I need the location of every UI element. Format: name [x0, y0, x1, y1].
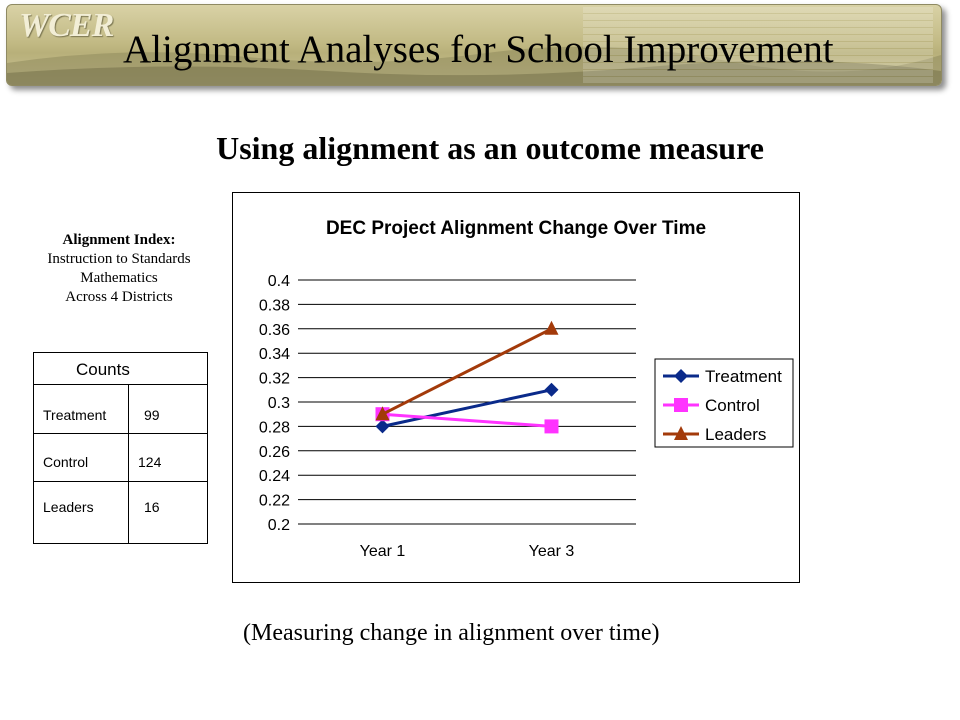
table-divider: [34, 481, 207, 482]
table-column-divider: [128, 384, 129, 543]
series-line-control: [382, 412, 552, 428]
chart-svg: DEC Project Alignment Change Over Time 0.…: [259, 218, 794, 560]
line-chart: DEC Project Alignment Change Over Time 0.…: [232, 192, 800, 583]
data-point-control: [544, 419, 559, 434]
alignment-index-label: Alignment Index: Instruction to Standard…: [14, 231, 224, 307]
y-tick-label: 0.28: [259, 419, 290, 436]
legend-marker-treatment: [674, 369, 688, 383]
y-tick-label: 0.24: [259, 468, 290, 485]
table-divider: [34, 384, 207, 385]
data-point-treatment: [375, 419, 390, 434]
spreadsheet-watermark: [583, 7, 933, 83]
index-line-2: Instruction to Standards: [47, 251, 191, 267]
legend-label: Treatment: [705, 367, 782, 386]
data-point-treatment: [544, 382, 559, 397]
counts-table: Counts Treatment 99 Control 124 Leaders …: [33, 352, 208, 544]
data-point-leaders: [375, 406, 390, 421]
series-line-treatment: [382, 388, 552, 428]
counts-row-value: 16: [144, 499, 160, 515]
wcer-logo: WCER: [19, 7, 114, 44]
data-point-leaders: [544, 320, 559, 335]
y-tick-label: 0.36: [259, 322, 290, 339]
chart-title: DEC Project Alignment Change Over Time: [326, 218, 706, 239]
header-banner: WCER Alignment Analyses for School Impro…: [6, 4, 942, 86]
series-line-leaders: [381, 327, 553, 416]
counts-row-value: 99: [144, 407, 160, 423]
counts-row-label: Leaders: [43, 499, 94, 515]
y-tick-label: 0.34: [259, 346, 290, 363]
index-heading: Alignment Index:: [62, 232, 176, 248]
chart-caption: (Measuring change in alignment over time…: [243, 620, 660, 646]
legend-label: Leaders: [705, 425, 766, 444]
legend-label: Control: [705, 396, 760, 415]
x-tick-label: Year 1: [360, 543, 406, 560]
index-line-3: Mathematics: [80, 270, 158, 286]
table-divider: [34, 433, 207, 434]
y-tick-label: 0.2: [268, 517, 290, 534]
index-line-4: Across 4 Districts: [65, 289, 173, 305]
counts-row-value: 124: [138, 454, 162, 470]
y-tick-label: 0.22: [259, 493, 290, 510]
counts-header: Counts: [76, 360, 130, 379]
legend-marker-control: [674, 398, 688, 412]
legend-marker-leaders: [674, 426, 688, 440]
y-tick-label: 0.32: [259, 371, 290, 388]
counts-row-label: Treatment: [43, 407, 107, 423]
counts-row-label: Control: [43, 454, 89, 470]
y-tick-label: 0.26: [259, 444, 290, 461]
landscape-background: [7, 46, 941, 85]
y-tick-label: 0.38: [259, 297, 290, 314]
x-tick-label: Year 3: [529, 543, 575, 560]
y-tick-label: 0.3: [268, 395, 290, 412]
y-tick-label: 0.4: [268, 273, 290, 290]
page-title: Alignment Analyses for School Improvemen…: [123, 28, 834, 71]
slide-subtitle: Using alignment as an outcome measure: [216, 130, 764, 166]
